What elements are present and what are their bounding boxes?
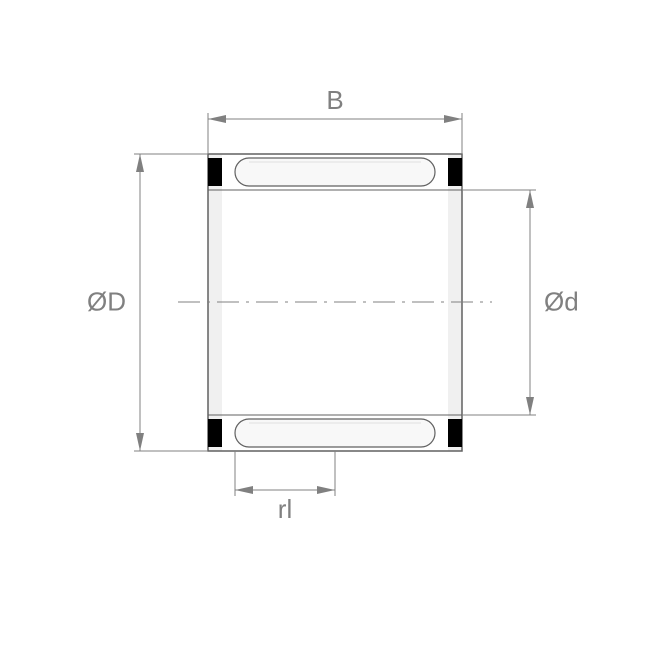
dim-d-label: Ød <box>544 287 579 317</box>
dim-rl-label: rl <box>278 494 292 524</box>
roller-endcap <box>448 158 462 186</box>
dim-D-label: ØD <box>87 287 126 317</box>
roller-endcap <box>448 419 462 447</box>
roller-endcap <box>208 419 222 447</box>
dim-b-label: B <box>326 85 343 115</box>
roller-endcap <box>208 158 222 186</box>
